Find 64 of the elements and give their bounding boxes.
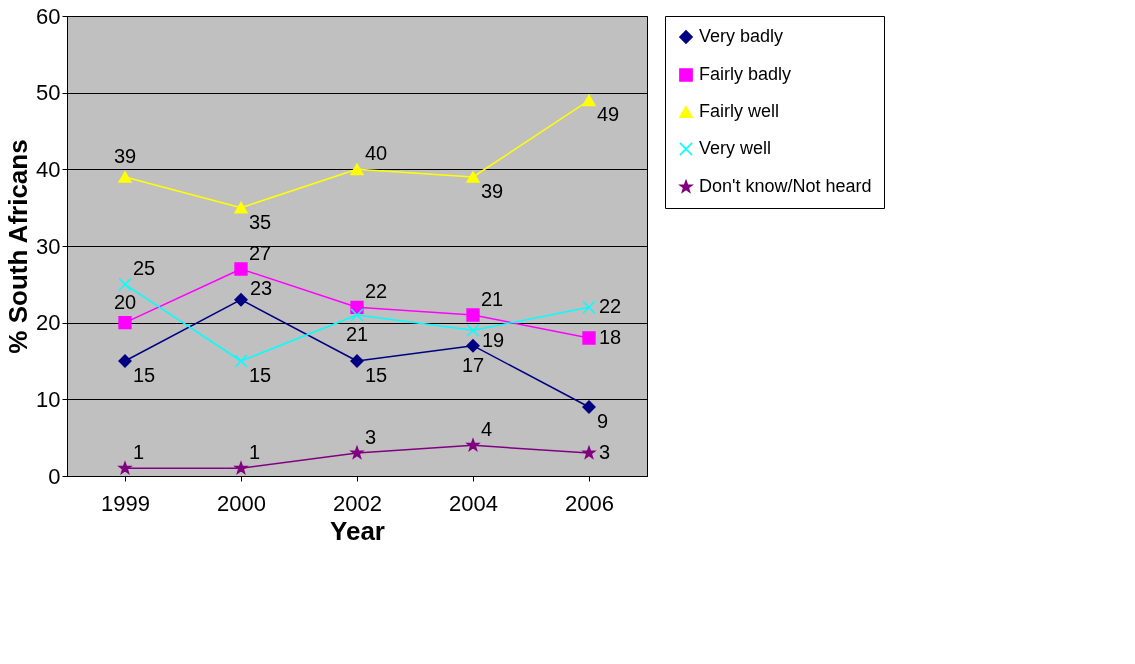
- legend-label: Don't know/Not heard: [699, 176, 872, 196]
- y-tick-label: 0: [48, 463, 61, 489]
- y-tick-label: 50: [36, 80, 61, 106]
- point: [118, 461, 132, 474]
- x-tick-label: 2004: [449, 490, 498, 516]
- point: [350, 163, 364, 176]
- data-label: 17: [461, 353, 485, 376]
- point: [234, 293, 248, 307]
- point: [582, 331, 596, 345]
- point: [350, 446, 364, 459]
- data-label: 25: [133, 257, 156, 280]
- data-label: 35: [249, 210, 272, 233]
- point: [234, 262, 248, 276]
- data-label: 40: [365, 142, 388, 165]
- point: [118, 171, 132, 183]
- legend-label: Very badly: [699, 26, 784, 46]
- point: [582, 300, 596, 314]
- point: [234, 354, 248, 368]
- x-tick-label: 2002: [333, 490, 382, 516]
- data-label: 21: [481, 288, 504, 310]
- point: [466, 308, 480, 322]
- point: [466, 323, 480, 337]
- y-tick-label: 40: [36, 156, 61, 182]
- data-label: 18: [599, 326, 622, 348]
- y-tick-label: 20: [36, 310, 61, 336]
- data-label: 15: [133, 364, 156, 386]
- legend-label: Fairly badly: [699, 64, 792, 84]
- x-tick-label: 2000: [217, 490, 266, 516]
- legend-label: Fairly well: [699, 101, 780, 121]
- y-tick-label: 10: [36, 386, 61, 412]
- point: [118, 277, 132, 291]
- data-label: 1: [133, 441, 145, 464]
- data-label: 1: [249, 441, 261, 464]
- data-label: 15: [249, 364, 272, 386]
- x-tick-label: 2006: [565, 490, 614, 516]
- point: [582, 446, 596, 459]
- point: [466, 339, 480, 353]
- data-label: 22: [599, 295, 622, 318]
- data-label: 3: [599, 441, 611, 463]
- point: [118, 316, 132, 330]
- data-label: 21: [345, 323, 369, 345]
- data-label: 4: [481, 418, 493, 441]
- point: [466, 438, 480, 451]
- y-tick-label: 60: [36, 3, 61, 29]
- data-label: 19: [482, 329, 505, 352]
- point: [234, 461, 248, 474]
- data-label: 39: [113, 145, 137, 167]
- data-label: 49: [597, 103, 620, 126]
- data-label: 23: [250, 276, 273, 299]
- point: [350, 308, 364, 322]
- data-label: 15: [365, 364, 388, 386]
- x-tick-label: 1999: [101, 490, 150, 516]
- y-tick-label: 30: [36, 233, 61, 259]
- data-label: 20: [113, 290, 137, 313]
- data-label: 3: [365, 426, 377, 448]
- point: [466, 171, 480, 183]
- legend-label: Very well: [699, 138, 772, 158]
- point: [234, 201, 248, 214]
- point: [582, 94, 596, 107]
- data-label: 22: [365, 280, 388, 303]
- y-axis-title: % South Africans: [3, 139, 34, 354]
- data-label: 39: [481, 180, 504, 202]
- x-axis-title: Year: [330, 515, 385, 546]
- data-label: 9: [597, 410, 609, 432]
